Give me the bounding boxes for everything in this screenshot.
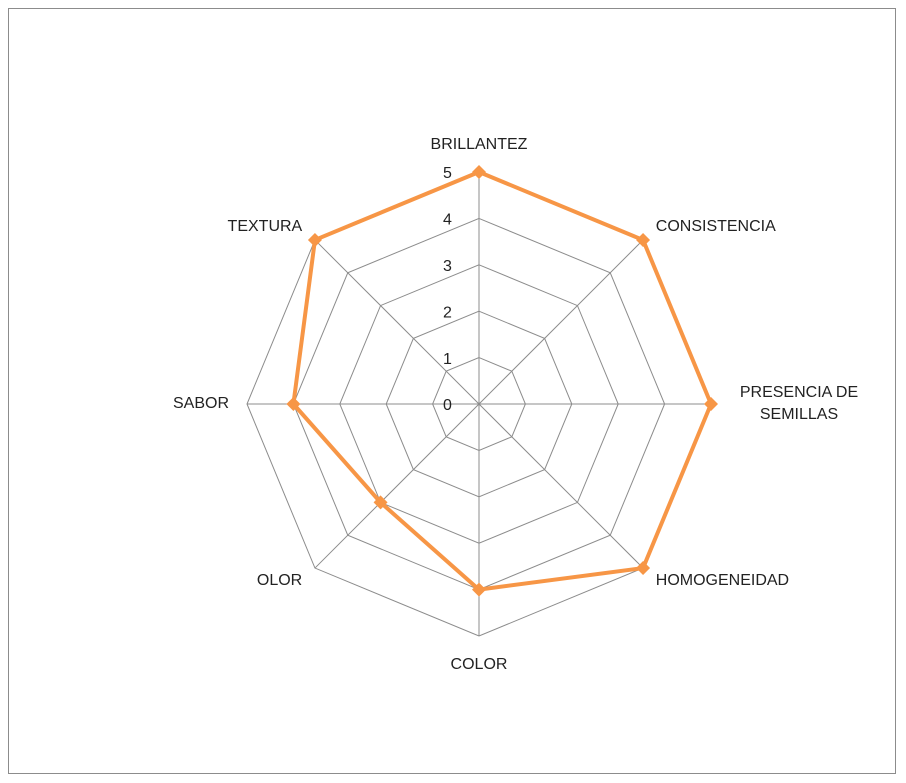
category-label: COLOR (450, 656, 508, 673)
marker (636, 561, 651, 576)
tick-label: 5 (443, 165, 452, 182)
category-label: TEXTURA (227, 218, 303, 236)
marker (636, 232, 651, 247)
tick-label: 1 (443, 351, 452, 368)
marker (704, 397, 718, 411)
category-label: PRESENCIA DE SEMILLAS (739, 384, 859, 423)
marker (472, 582, 486, 597)
category-label: BRILLANTEZ (430, 136, 528, 154)
category-label: OLOR (256, 571, 303, 589)
spoke (314, 239, 480, 405)
marker (307, 232, 322, 247)
tick-label: 0 (443, 397, 452, 414)
spoke (478, 403, 644, 569)
category-label: HOMOGENEIDAD (655, 571, 790, 589)
category-label: CONSISTENCIA (655, 218, 776, 236)
spoke (314, 403, 480, 569)
marker (373, 495, 388, 510)
tick-label: 4 (443, 212, 452, 229)
category-label: SABOR (172, 395, 229, 412)
chart-frame (8, 8, 896, 774)
marker (286, 397, 301, 411)
tick-label: 2 (443, 304, 452, 321)
marker (472, 165, 486, 179)
tick-label: 3 (443, 258, 452, 275)
spoke (478, 239, 644, 405)
